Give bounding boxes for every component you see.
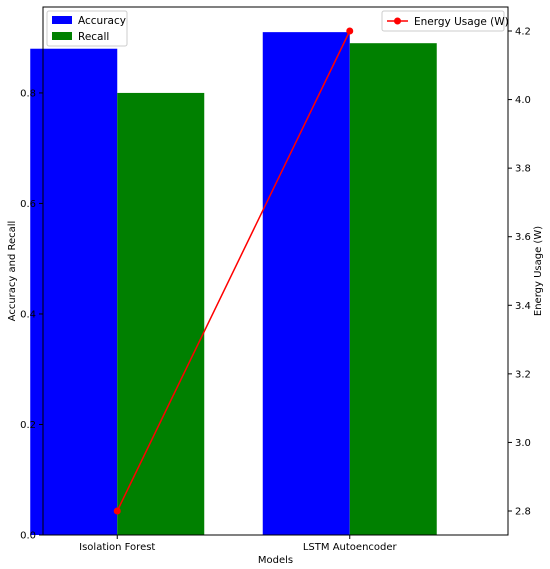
left-tick-label-0: 0.0 xyxy=(20,531,36,542)
left-tick-label-4: 0.8 xyxy=(20,88,36,99)
energy-point-0 xyxy=(113,507,121,515)
bar-accuracy-0 xyxy=(30,48,118,535)
left-tick-label-2: 0.4 xyxy=(20,309,36,320)
x-axis-ticks: Isolation Forest LSTM Autoencoder xyxy=(79,535,398,553)
legend-accuracy-label: Accuracy xyxy=(78,15,126,27)
legend-right-box xyxy=(381,10,505,32)
y2-axis-label: Energy Usage (W) xyxy=(533,226,544,316)
bar-recall-1 xyxy=(349,43,437,535)
right-tick-label-1: 3.0 xyxy=(515,438,531,449)
energy-point-1 xyxy=(346,27,354,35)
left-axis-ticks: 0.0 0.2 0.4 0.6 0.8 xyxy=(20,88,43,542)
x-tick-label-1: LSTM Autoencoder xyxy=(303,542,398,553)
bar-accuracy-1 xyxy=(262,32,350,536)
legend-left: Accuracy Recall xyxy=(46,10,128,47)
legend-accuracy-swatch xyxy=(52,16,72,24)
x-tick-label-0: Isolation Forest xyxy=(79,542,155,553)
left-tick-label-3: 0.6 xyxy=(20,199,36,210)
right-tick-label-0: 2.8 xyxy=(515,507,531,518)
legend-energy-marker xyxy=(394,17,401,25)
x-axis-label: Models xyxy=(258,555,293,566)
right-tick-label-3: 3.4 xyxy=(515,301,531,312)
energy-line-group xyxy=(113,27,354,515)
energy-line xyxy=(116,30,351,512)
right-tick-label-7: 4.2 xyxy=(515,27,531,38)
legend-recall-label: Recall xyxy=(78,31,109,43)
bars-group xyxy=(30,32,437,536)
right-axis-ticks: 2.8 3.0 3.2 3.4 3.6 3.8 4.0 4.2 xyxy=(508,27,531,518)
bar-recall-0 xyxy=(117,92,205,535)
right-tick-label-4: 3.6 xyxy=(515,232,531,243)
left-tick-label-1: 0.2 xyxy=(20,420,36,431)
plot-frame xyxy=(42,6,509,536)
legend-recall-swatch xyxy=(52,32,72,40)
right-tick-label-6: 4.0 xyxy=(515,95,531,106)
y-axis-label: Accuracy and Recall xyxy=(7,221,18,322)
legend-right: Energy Usage (W) xyxy=(381,10,509,32)
right-tick-label-5: 3.8 xyxy=(515,164,531,175)
legend-energy-label: Energy Usage (W) xyxy=(414,16,509,28)
right-tick-label-2: 3.2 xyxy=(515,369,531,380)
